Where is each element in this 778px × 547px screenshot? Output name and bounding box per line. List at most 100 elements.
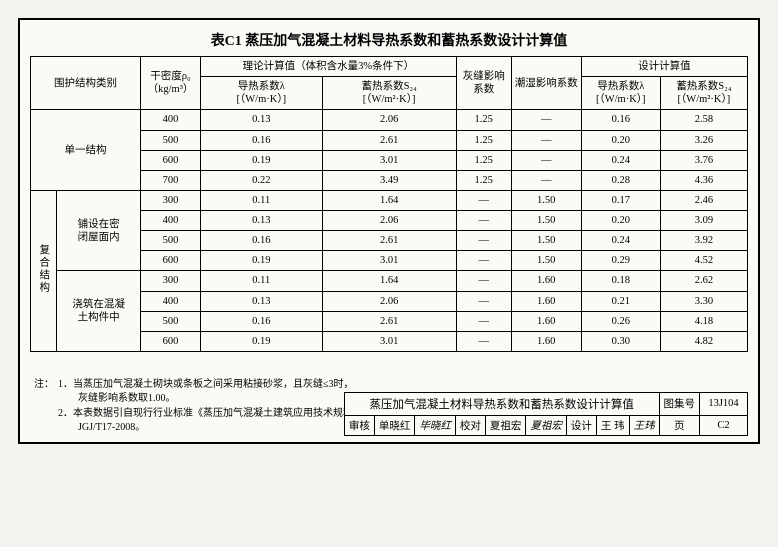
cell: — [456,231,511,251]
cell: 500 [141,311,201,331]
cell: 0.20 [581,130,660,150]
cell: 300 [141,271,201,291]
cell: 3.30 [660,291,747,311]
cell: 600 [141,331,201,351]
cell: 700 [141,170,201,190]
cell: 500 [141,130,201,150]
cell: 2.58 [660,110,747,130]
cell: 4.36 [660,170,747,190]
cell: 4.52 [660,251,747,271]
cell: 2.06 [322,211,456,231]
cell: 1.25 [456,170,511,190]
cell: 1.50 [511,190,581,210]
cat1-cell: 复合结构 [31,190,57,351]
cell: 1.60 [511,291,581,311]
cell: 1.25 [456,130,511,150]
cell: 1.64 [322,190,456,210]
tb-c3: 王玮 [629,415,659,435]
cell: 3.09 [660,211,747,231]
cell: — [456,291,511,311]
cell: 400 [141,110,201,130]
h-s24-th: 蓄热系数S₂₄ [（W/m²·K）] [322,77,456,110]
cell: 0.28 [581,170,660,190]
table-row: 浇筑在混凝 土构件中3000.111.64—1.600.182.62 [31,271,748,291]
tb-atlas-label: 图集号 [659,392,700,415]
cell: 0.16 [201,311,323,331]
cell: — [456,251,511,271]
cell: 0.16 [201,130,323,150]
table-head: 围护结构类别 干密度ρ₀ （kg/m³） 理论计算值（体积含水量3%条件下） 灰… [31,57,748,110]
tb-page-label: 页 [659,415,700,435]
cell: 0.22 [201,170,323,190]
cell: 0.26 [581,311,660,331]
tb-b1: 校对 [455,415,485,435]
cell: 0.21 [581,291,660,311]
cell: 0.20 [581,211,660,231]
cell: 3.26 [660,130,747,150]
cell: 0.13 [201,291,323,311]
cell: 0.24 [581,231,660,251]
cell: 600 [141,150,201,170]
h-s24-d: 蓄热系数S₂₄ [（W/m²·K）] [660,77,747,110]
cell: 2.06 [322,291,456,311]
h-seam: 灰缝影响 系数 [456,57,511,110]
sheet-frame: 表C1 蒸压加气混凝土材料导热系数和蓄热系数设计计算值 围护结构类别 干密度ρ₀… [18,18,760,444]
cell: 2.62 [660,271,747,291]
cell: — [456,271,511,291]
h-design-group: 设计计算值 [581,57,747,77]
h-density: 干密度ρ₀ （kg/m³） [141,57,201,110]
cell: — [511,110,581,130]
cell: 300 [141,190,201,210]
cell: 0.19 [201,150,323,170]
cat2-cell: 铺设在密 闭屋面内 [57,190,141,271]
h-lambda-th: 导热系数λ [（W/m·K）] [201,77,323,110]
tb-page-value: C2 [700,415,748,435]
tb-a1: 审核 [344,415,374,435]
cell: — [456,211,511,231]
tb-a2: 单晓红 [374,415,415,435]
cell: 4.82 [660,331,747,351]
cell: 3.76 [660,150,747,170]
h-moist: 潮湿影响系数 [511,57,581,110]
cell: 0.11 [201,271,323,291]
cell: 4.18 [660,311,747,331]
cell: 0.11 [201,190,323,210]
cell: 2.06 [322,110,456,130]
cell: 3.01 [322,331,456,351]
table-row: 单一结构4000.132.061.25—0.162.58 [31,110,748,130]
table-row: 复合结构铺设在密 闭屋面内3000.111.64—1.500.172.46 [31,190,748,210]
table-title: 表C1 蒸压加气混凝土材料导热系数和蓄热系数设计计算值 [30,30,748,50]
cell: 0.13 [201,110,323,130]
cell: — [456,190,511,210]
cell: 1.50 [511,211,581,231]
cell: 1.60 [511,271,581,291]
tb-b2: 夏祖宏 [485,415,526,435]
cell: 0.19 [201,331,323,351]
cell: 1.60 [511,311,581,331]
tb-c1: 设计 [566,415,596,435]
tb-b3: 夏祖宏 [526,415,567,435]
cell: 3.49 [322,170,456,190]
cat2-cell: 浇筑在混凝 土构件中 [57,271,141,352]
cell: — [511,130,581,150]
h-lambda-d: 导热系数λ [（W/m·K）] [581,77,660,110]
h-theory-group: 理论计算值（体积含水量3%条件下） [201,57,457,77]
cell: 0.13 [201,211,323,231]
cell: — [511,150,581,170]
cell: 0.29 [581,251,660,271]
cell: 2.61 [322,311,456,331]
cell: 3.01 [322,150,456,170]
cell: 2.61 [322,231,456,251]
tb-a3: 毕晓红 [415,415,456,435]
cell: 0.16 [201,231,323,251]
cell: 0.16 [581,110,660,130]
cell: 1.50 [511,231,581,251]
cell: 1.60 [511,331,581,351]
cell: 0.18 [581,271,660,291]
table-body: 单一结构4000.132.061.25—0.162.585000.162.611… [31,110,748,352]
cell: 2.46 [660,190,747,210]
cell: 0.30 [581,331,660,351]
cell: 500 [141,231,201,251]
cell: 1.50 [511,251,581,271]
tb-c2: 王 玮 [596,415,629,435]
